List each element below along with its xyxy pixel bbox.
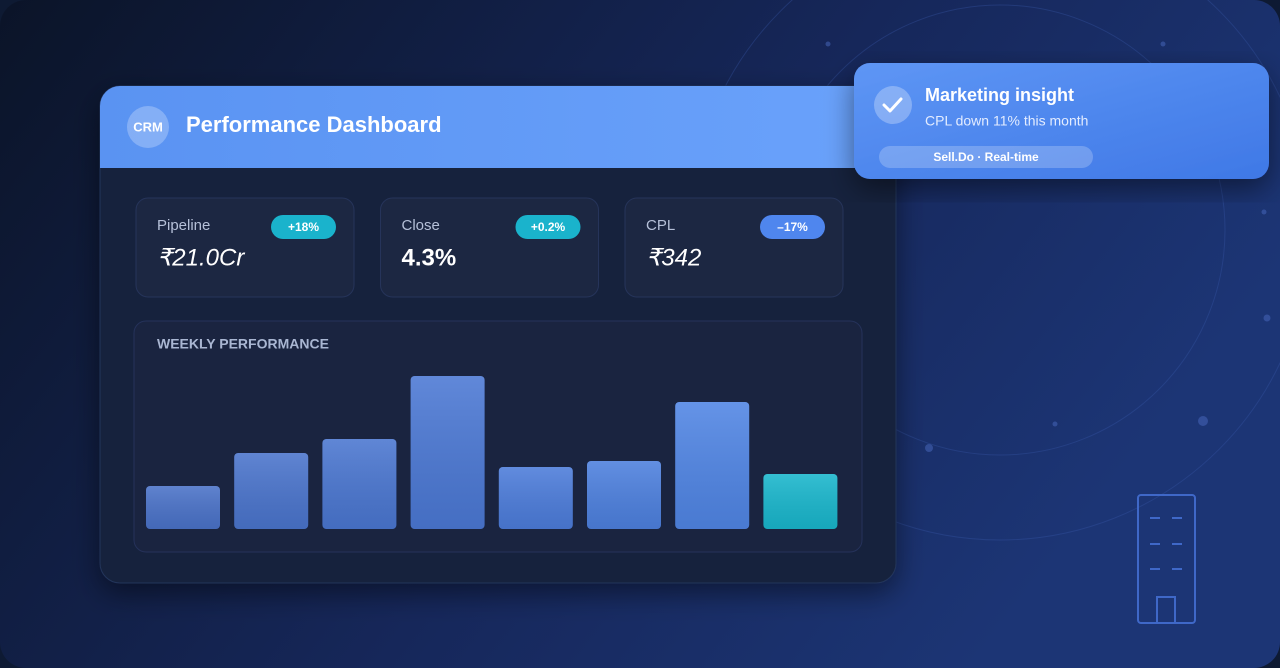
bar-shade [322, 439, 397, 529]
kpi-change-badge [271, 215, 336, 239]
crm-badge-text: CRM [133, 119, 163, 134]
notification-text: CPL down 11% this month [925, 113, 1088, 129]
bar-shade [498, 467, 573, 529]
notification-tag [879, 146, 1093, 168]
bar-shade [146, 486, 220, 529]
kpi-value: ₹342 [646, 244, 701, 271]
bar-shade [587, 461, 661, 529]
bar-shade [763, 474, 838, 529]
bar-group [146, 376, 838, 529]
kpi-label: Pipeline [157, 217, 210, 234]
dashboard-header [100, 86, 896, 168]
kpi-row: Pipeline ₹21.0Cr +18% Close 4.3% +0.2% CPL ₹342… [135, 197, 844, 298]
check-mark [882, 97, 903, 113]
building-icon [1137, 494, 1196, 624]
kpi-change: +0.2% [531, 220, 566, 234]
chart-title: WEEKLY PERFORMANCE [157, 336, 329, 352]
kpi-label: CPL [646, 217, 675, 234]
notification-title: Marketing insight [925, 85, 1074, 105]
kpi-change-badge [515, 215, 581, 239]
crm-badge [127, 106, 169, 148]
kpi-change: +18% [288, 220, 319, 234]
kpi-label: Close [402, 217, 440, 234]
kpi-change: –17% [777, 220, 808, 234]
bar-shade [410, 376, 485, 529]
bar-shade [234, 453, 309, 529]
dashboard-title: Performance Dashboard [186, 112, 442, 137]
kpi-value: 4.3% [402, 244, 457, 271]
kpi-value: ₹21.0Cr [157, 244, 245, 271]
notification-tag-text: Sell.Do · Real-time [933, 150, 1039, 164]
kpi-change-badge [760, 215, 825, 239]
check-icon [874, 86, 912, 124]
decor-dots [825, 41, 1271, 452]
bar-shade [675, 402, 750, 529]
notification [854, 63, 1269, 179]
